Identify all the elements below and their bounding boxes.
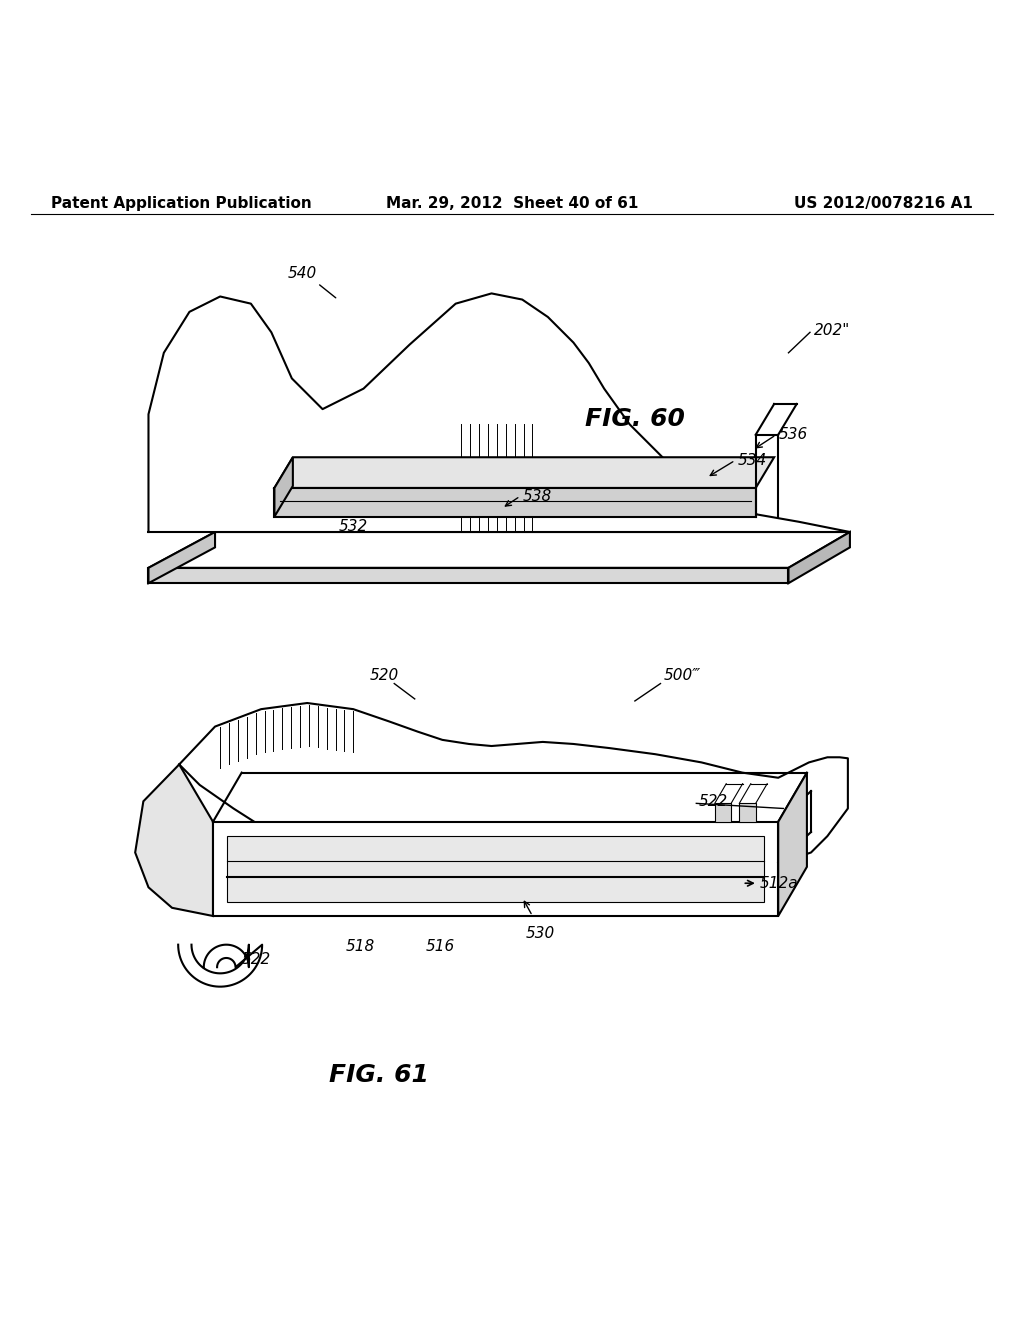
Text: 516: 516 (426, 939, 455, 953)
Polygon shape (135, 764, 213, 916)
Text: 500‴: 500‴ (664, 668, 700, 682)
Polygon shape (788, 532, 850, 583)
Text: 540: 540 (288, 267, 316, 281)
Bar (715, 804, 731, 822)
Bar (739, 804, 756, 822)
Text: 536: 536 (778, 428, 808, 442)
Polygon shape (778, 772, 807, 916)
Text: 538: 538 (522, 488, 552, 504)
Polygon shape (274, 457, 293, 516)
Text: 522: 522 (698, 793, 728, 809)
Bar (227, 836, 764, 902)
Text: 512a: 512a (760, 875, 799, 891)
Text: 520: 520 (370, 668, 398, 682)
Text: 202": 202" (814, 323, 850, 338)
Text: 534: 534 (737, 453, 767, 467)
Bar (213, 822, 778, 916)
Polygon shape (148, 532, 215, 583)
Text: FIG. 61: FIG. 61 (329, 1063, 429, 1086)
Polygon shape (274, 488, 756, 516)
Polygon shape (148, 568, 788, 583)
Polygon shape (274, 457, 774, 488)
Text: US 2012/0078216 A1: US 2012/0078216 A1 (794, 197, 973, 211)
Text: 530: 530 (526, 927, 555, 941)
Text: 518: 518 (346, 939, 375, 953)
Text: 532: 532 (339, 519, 368, 533)
Text: 522: 522 (242, 952, 270, 966)
Text: FIG. 60: FIG. 60 (585, 408, 685, 432)
Text: Mar. 29, 2012  Sheet 40 of 61: Mar. 29, 2012 Sheet 40 of 61 (386, 197, 638, 211)
Polygon shape (148, 293, 850, 532)
Polygon shape (179, 704, 848, 916)
Polygon shape (148, 532, 850, 568)
Text: Patent Application Publication: Patent Application Publication (51, 197, 312, 211)
